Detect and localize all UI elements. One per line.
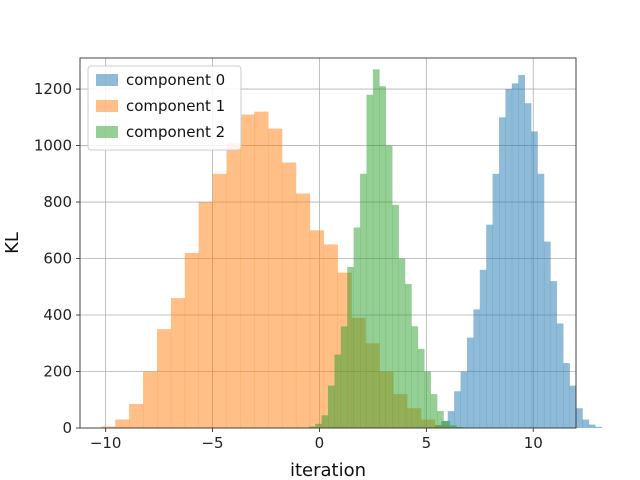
- histogram-bar: [511, 83, 519, 428]
- y-tick-label: 800: [43, 193, 72, 211]
- histogram-bar: [308, 426, 316, 428]
- legend-label: component 0: [126, 71, 225, 89]
- histogram-bar: [404, 283, 412, 428]
- histogram-bar: [524, 103, 532, 428]
- x-tick-label: −5: [201, 434, 223, 452]
- legend-label: component 1: [126, 97, 225, 115]
- histogram-bar: [340, 326, 348, 428]
- histogram-bar: [101, 426, 116, 428]
- y-tick-label: 400: [43, 306, 72, 324]
- histogram-bar: [353, 227, 361, 428]
- plot-frame: [79, 57, 577, 429]
- x-tick-label: 10: [524, 434, 543, 452]
- legend-swatch: [96, 74, 118, 86]
- histogram-bar: [321, 415, 329, 428]
- histogram-bar: [505, 89, 513, 429]
- histogram-bar: [447, 411, 455, 428]
- histogram-bar: [492, 173, 500, 428]
- series-component-2: [308, 69, 463, 429]
- histogram-bar: [550, 281, 558, 428]
- histogram-bar: [379, 86, 387, 429]
- histogram-bar: [309, 230, 325, 428]
- x-axis-label: iteration: [290, 460, 366, 480]
- y-tick-label: 1200: [34, 80, 72, 98]
- histogram-bar: [226, 142, 241, 428]
- histogram-bar: [556, 323, 564, 428]
- x-tick-label: 5: [422, 434, 432, 452]
- histogram-bar: [424, 371, 431, 428]
- legend-label: component 2: [126, 123, 225, 141]
- histogram-bar: [411, 326, 419, 428]
- histogram-bar: [563, 363, 570, 428]
- histogram-bar: [576, 408, 583, 428]
- histogram-bar: [417, 348, 425, 428]
- histogram-bar: [466, 337, 474, 428]
- legend: component 0 component 1 component 2: [87, 65, 242, 151]
- histogram-bar: [115, 419, 130, 428]
- histogram-bar: [129, 403, 144, 428]
- histogram-bar: [499, 117, 506, 428]
- histogram-bar: [398, 258, 406, 428]
- x-tick-label: −10: [90, 434, 122, 452]
- histogram-bar: [473, 309, 481, 428]
- histogram-bar: [437, 411, 444, 428]
- y-tick-label: 1000: [34, 137, 72, 155]
- histogram-bar: [582, 419, 590, 428]
- histogram-bar: [531, 131, 538, 428]
- y-tick-label: 600: [43, 250, 72, 268]
- histogram-bar: [143, 371, 158, 428]
- histogram-bar: [198, 202, 213, 428]
- histogram-bar: [315, 423, 322, 428]
- histogram-bar: [268, 128, 283, 428]
- histogram-bar: [449, 425, 457, 428]
- histogram-bar: [430, 394, 438, 428]
- histogram-bar: [460, 371, 468, 428]
- histogram-bar: [486, 224, 493, 428]
- histogram-bar: [537, 173, 545, 428]
- histogram-bar: [595, 426, 602, 428]
- histogram-bar: [334, 354, 342, 428]
- histogram-bar: [392, 204, 399, 428]
- series-component-0: [428, 74, 602, 429]
- y-axis-label: KL: [2, 232, 23, 254]
- histogram-bar: [366, 94, 374, 428]
- histogram-bar: [454, 391, 461, 428]
- histogram-bar: [385, 145, 393, 428]
- histogram-bars: [101, 69, 602, 429]
- histogram-bar: [184, 252, 199, 428]
- histogram-bar: [156, 329, 172, 428]
- histogram-bar: [240, 114, 255, 428]
- x-tick-label: 0: [315, 434, 325, 452]
- histogram-bar: [212, 173, 227, 428]
- legend-swatch: [96, 126, 118, 138]
- histogram-bar: [588, 424, 596, 428]
- y-tick-label: 200: [43, 363, 72, 381]
- y-tick-label: 0: [62, 419, 72, 437]
- histogram-bar: [254, 111, 269, 428]
- histogram-bar: [543, 241, 551, 428]
- histogram-bar: [372, 69, 380, 429]
- axis-ticks: −10 −5 0 5 10 0 200 400 600 800 1000 1200: [34, 80, 543, 452]
- histogram-bar: [170, 298, 186, 428]
- histogram-bar: [347, 267, 354, 428]
- histogram-bar: [282, 162, 297, 428]
- legend-swatch: [96, 100, 118, 112]
- histogram-bar: [518, 74, 525, 428]
- histogram-bar: [443, 420, 451, 428]
- histogram-bar: [569, 385, 577, 428]
- histogram-bar: [295, 193, 311, 428]
- legend-box: [87, 65, 242, 151]
- histogram-bar: [328, 385, 335, 428]
- histogram-bar: [479, 269, 487, 428]
- histogram-bar: [360, 173, 367, 428]
- histogram-bar: [323, 244, 338, 428]
